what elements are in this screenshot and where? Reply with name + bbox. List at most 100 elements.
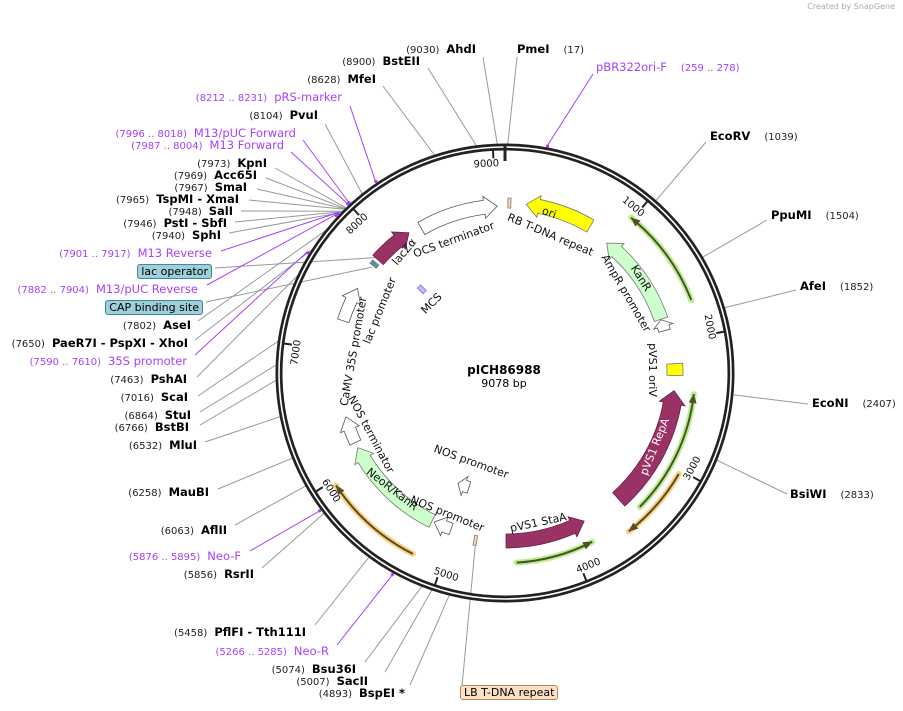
orf-line [639,393,695,508]
enzyme-site-kpni[interactable]: (7973) KpnI [197,157,267,171]
site-name: AfeI [800,279,826,293]
primer-label-35s-promoter[interactable]: (7590 .. 7610) 35S promoter [30,355,187,369]
site-name: EcoNI [812,396,849,410]
site-position: (5458) [174,628,208,639]
enzyme-site-sali[interactable]: (7948) SalI [168,205,233,219]
site-position: (8628) [307,75,341,86]
enzyme-site-bsiwi[interactable]: BsiWI (2833) [790,488,874,502]
site-leader-line [261,512,326,569]
enzyme-site-psti-sbfi[interactable]: (7946) PstI - SbfI [123,217,227,231]
tick-label: 9000 [473,158,499,170]
enzyme-site-sacii[interactable]: (5007) SacII [296,675,368,689]
feature-callout-cap-binding-site[interactable]: CAP binding site [105,300,203,315]
site-name: SphI [192,228,221,242]
site-name: PvuI [289,108,318,122]
site-leader-line [547,73,594,146]
site-position: (7967) [174,183,208,194]
site-leader-line [482,56,498,146]
feature-rb-t-dna-repeat [507,197,512,209]
site-position: (5856) [183,570,218,581]
site-leader-line [654,141,707,202]
site-position: (7463) [110,375,144,386]
primer-label-m13-puc-forward[interactable]: (7996 .. 8018) M13/pUC Forward [115,127,296,141]
site-name: BsiWI [790,487,827,501]
site-position: (7901 .. 7917) [59,249,131,260]
enzyme-site-bsteii[interactable]: (8900) BstEII [342,55,420,69]
enzyme-site-ppumi[interactable]: PpuMI (1504) [771,209,859,223]
primer-label-prs-marker[interactable]: (8212 .. 8231) pRS-marker [196,91,342,105]
enzyme-site-pvui[interactable]: (8104) PvuI [249,109,318,123]
primer-label-m13-forward[interactable]: (7987 .. 8004) M13 Forward [131,139,284,153]
primer-label-neo-f[interactable]: (5876 .. 5895) Neo-F [129,550,241,564]
site-name: AflII [201,523,227,537]
orf-arrowhead [582,541,593,550]
primer-label-m13-reverse[interactable]: (7901 .. 7917) M13 Reverse [59,247,212,261]
site-position: (1852) [839,282,874,293]
feature-callout-lac-operator[interactable]: lac operator [137,264,212,279]
feature-callout-lb-t-dna-repeat[interactable]: LB T-DNA repeat [460,685,559,700]
primer-mark [318,509,322,513]
enzyme-site-smai[interactable]: (7967) SmaI [174,181,247,195]
site-leader-line [382,85,436,157]
enzyme-site-bstbi[interactable]: (6766) BstBI [115,421,189,435]
enzyme-site-tspmi-xmai[interactable]: (7965) TspMI - XmaI [116,193,239,207]
enzyme-site-pflfi-tth111i[interactable]: (5458) PflFI - Tth111I [174,626,306,640]
site-leader-line [199,379,278,426]
site-leader-line [384,588,433,673]
site-leader-line [336,575,393,646]
tick-mark [434,576,439,586]
enzyme-site-scai[interactable]: (7016) ScaI [121,391,188,405]
enzyme-site-afei[interactable]: AfeI (1852) [800,280,873,294]
enzyme-site-bsu36i[interactable]: (5074) Bsu36I [272,663,356,677]
feature-ocs-terminator [417,195,498,236]
feature-nos-terminator [339,416,362,446]
site-name: pBR322ori-F [596,60,667,74]
enzyme-site-econi[interactable]: EcoNI (2407) [812,397,896,411]
enzyme-site-mfei[interactable]: (8628) MfeI [307,73,376,87]
site-name: SacII [336,674,368,688]
enzyme-site-sphi[interactable]: (7940) SphI [152,229,221,243]
enzyme-site-aflii[interactable]: (6063) AflII [161,524,227,538]
enzyme-site-pmei[interactable]: PmeI (17) [517,43,584,57]
primer-label-neo-r[interactable]: (5266 .. 5285) Neo-R [216,645,330,659]
site-name: SalI [208,204,233,218]
site-leader-line [314,556,370,626]
primer-mark [546,144,550,148]
primer-mark [346,202,350,206]
enzyme-site-asei[interactable]: (7802) AseI [123,319,191,333]
enzyme-site-pshai[interactable]: (7463) PshAI [110,373,187,387]
enzyme-site-mlui[interactable]: (6532) MluI [129,439,197,453]
site-name: BspEI * [359,686,405,700]
site-leader-line [409,593,451,686]
tick-mark [716,330,725,335]
enzyme-site-rsrii[interactable]: (5856) RsrII [184,568,254,582]
plasmid-name: pICH86988 [467,363,541,377]
site-name: Bsu36I [311,662,356,676]
site-name: StuI [164,408,191,422]
enzyme-site-stui[interactable]: (6864) StuI [124,409,191,423]
enzyme-site-bspei[interactable]: (4893) BspEI * [319,687,405,701]
enzyme-site-ahdi[interactable]: (9030) AhdI [406,43,476,57]
feature-label-nos-promoter-inner: NOS promoter [432,442,511,481]
tick-mark [283,342,293,346]
site-name: pRS-marker [274,90,342,104]
enzyme-site-acc65i[interactable]: (7969) Acc65I [174,169,257,183]
enzyme-site-paer7i-pspxi-xhoi[interactable]: (7650) PaeR7I - PspXI - XhoI [12,337,188,351]
site-leader-line [701,219,768,259]
orf-line [335,484,414,555]
primer-label-m13-puc-reverse[interactable]: (7882 .. 7904) M13/pUC Reverse [18,283,198,297]
site-leader-line [364,585,423,663]
enzyme-site-ecorv[interactable]: EcoRV (1039) [710,130,798,144]
primer-label-pbr322ori-f[interactable]: pBR322ori-F (259 .. 278) [596,61,740,75]
tick-mark [692,476,701,482]
site-name: PpuMI [771,208,812,222]
orf-arrowhead [631,217,641,227]
site-leader-line [274,167,348,209]
site-name: BstBI [154,420,189,434]
site-leader-line [723,289,797,309]
site-name: lac operator [137,264,212,279]
feature-kanr [606,242,669,323]
enzyme-site-maubi[interactable]: (6258) MauBI [128,486,209,500]
site-position: (7016) [120,393,154,404]
feature-lac-promoter [369,259,380,269]
